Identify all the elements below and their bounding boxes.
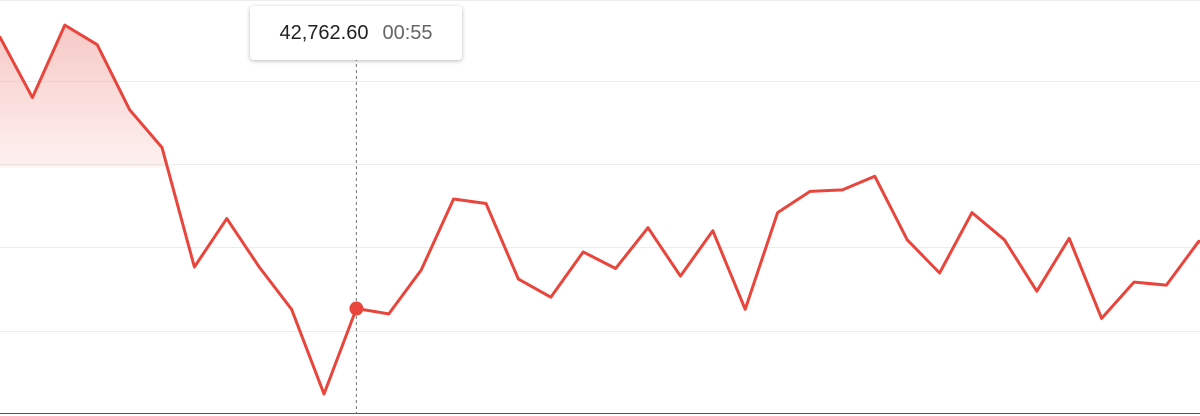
series-path	[0, 23, 1200, 396]
tooltip-time: 00:55	[382, 21, 433, 44]
hover-point-marker	[349, 301, 364, 316]
area-fill	[0, 25, 168, 168]
series-line	[0, 23, 1200, 396]
hover-tooltip: 42,762.60 00:55	[250, 6, 462, 60]
area-above-reference	[0, 25, 168, 168]
hover-point	[349, 301, 364, 316]
tooltip-price: 42,762.60	[279, 21, 369, 44]
